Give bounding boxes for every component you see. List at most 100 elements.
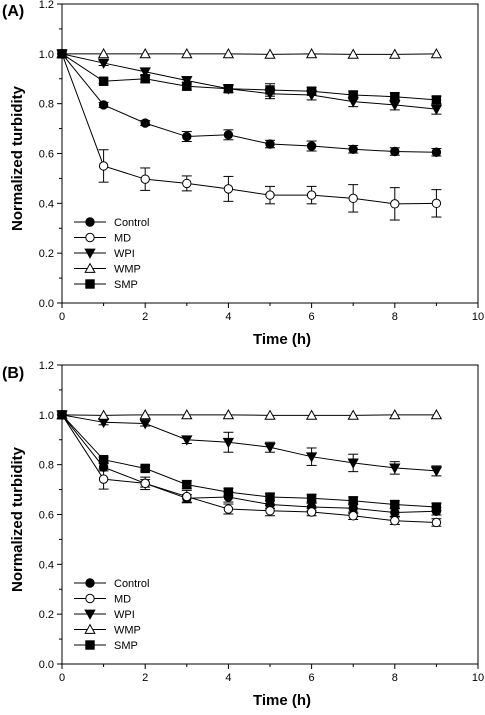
- series-line-control-2: [61, 414, 437, 514]
- data-point-smp-2-6: [306, 493, 317, 504]
- data-point-wpi-2-9: [430, 466, 443, 477]
- series-md-2: [57, 410, 442, 528]
- data-point-wmp-1-7: [347, 48, 359, 59]
- data-point-control-1-9: [431, 147, 442, 157]
- data-point-md-2-4: [223, 504, 234, 514]
- data-point-md-1-3: [182, 178, 192, 189]
- x-tick-label-1-3: 6: [309, 311, 315, 323]
- legend-marker-md-1: [85, 232, 95, 243]
- data-point-md-2-7: [348, 511, 358, 521]
- y-tick-label-1-0: 0.0: [39, 298, 54, 310]
- data-point-wmp-2-7: [347, 409, 359, 420]
- data-point-smp-2-2: [140, 463, 150, 474]
- data-point-wpi-2-8: [389, 463, 401, 474]
- data-point-smp-2-5: [265, 492, 275, 502]
- data-point-control-1-3: [182, 131, 192, 142]
- data-point-wmp-2-8: [389, 408, 401, 420]
- legend-marker-wpi-1: [84, 248, 96, 259]
- data-point-md-2-9: [431, 517, 442, 528]
- data-point-smp-2-0: [57, 410, 67, 420]
- data-point-md-2-5: [265, 506, 275, 516]
- legend-marker-wmp-1: [84, 262, 96, 273]
- x-tick-label-2-5: 10: [472, 672, 484, 684]
- x-tick-label-2-2: 4: [225, 672, 231, 684]
- x-tick-label-1-2: 4: [225, 311, 231, 323]
- data-point-md-1-6: [306, 190, 317, 200]
- y-tick-label-1-5: 1.0: [39, 49, 54, 61]
- legend-marker-control-1: [85, 217, 95, 227]
- data-point-smp-1-2: [140, 74, 150, 84]
- data-point-md-1-7: [348, 193, 358, 204]
- legend-label-wmp-2: WMP: [114, 625, 141, 637]
- legend-marker-wpi-2: [84, 609, 96, 620]
- y-tick-label-2-2: 0.4: [39, 559, 54, 571]
- data-point-wmp-1-5: [264, 48, 276, 59]
- y-tick-label-2-4: 0.8: [39, 460, 54, 472]
- legend-label-control-2: Control: [114, 578, 149, 590]
- data-point-smp-1-5: [265, 85, 275, 95]
- data-point-wmp-1-9: [430, 47, 443, 59]
- data-point-smp-1-1: [98, 76, 109, 86]
- y-tick-label-1-3: 0.6: [39, 149, 54, 161]
- data-point-smp-1-9: [431, 95, 442, 105]
- legend-marker-smp-2: [85, 640, 95, 650]
- data-point-wmp-2-6: [305, 409, 318, 420]
- data-point-control-1-8: [390, 146, 400, 157]
- x-tick-label-2-3: 6: [309, 672, 315, 684]
- series-line-control-1: [61, 53, 437, 153]
- data-point-md-2-6: [306, 507, 317, 517]
- data-point-md-1-9: [431, 198, 442, 209]
- data-point-md-1-5: [265, 190, 275, 200]
- x-axis-title-1: Time (h): [253, 331, 311, 348]
- panel-2: (B) 0.0 0.2 0.4 0.6 0.8 1.0 1.2 0 2 4 6 8 10 Time (h) N…: [2, 360, 484, 709]
- y-tick-label-1-2: 0.4: [39, 198, 54, 210]
- legend-label-md-1: MD: [114, 233, 131, 245]
- y-tick-label-2-3: 0.6: [39, 510, 54, 522]
- data-point-smp-1-4: [223, 84, 234, 94]
- series-line-smp-2: [61, 414, 437, 508]
- y-tick-label-2-0: 0.0: [39, 659, 54, 671]
- data-point-md-2-1: [98, 474, 109, 484]
- legend-label-smp-2: SMP: [114, 640, 138, 652]
- data-point-control-1-2: [140, 118, 150, 128]
- data-point-smp-1-0: [57, 49, 67, 59]
- y-tick-label-2-1: 0.2: [39, 609, 54, 621]
- data-point-control-2-8: [390, 507, 400, 518]
- panel-label-2: (B): [2, 365, 24, 382]
- series-wmp-2: [56, 408, 443, 420]
- data-point-wmp-1-2: [139, 47, 151, 59]
- data-point-wmp-2-1: [97, 409, 110, 420]
- data-point-wmp-1-3: [181, 47, 193, 59]
- legend-marker-md-2: [85, 593, 95, 604]
- data-point-wmp-2-5: [264, 409, 276, 420]
- x-tick-label-1-4: 8: [392, 311, 398, 323]
- x-tick-label-2-0: 0: [59, 672, 65, 684]
- data-point-smp-2-4: [223, 487, 234, 497]
- data-point-md-2-3: [182, 491, 192, 502]
- series-wpi-1: [56, 49, 443, 116]
- data-point-wpi-1-9: [430, 104, 443, 116]
- data-point-wmp-2-3: [181, 408, 193, 420]
- data-point-control-1-1: [98, 100, 109, 110]
- data-point-wmp-2-9: [430, 408, 443, 420]
- data-point-wmp-1-1: [97, 47, 110, 59]
- data-point-control-1-4: [223, 130, 234, 140]
- data-point-wmp-2-4: [222, 408, 235, 420]
- data-point-md-2-8: [390, 516, 400, 526]
- data-point-wpi-1-1: [97, 58, 110, 69]
- series-line-md-1: [61, 53, 437, 205]
- data-point-wpi-2-3: [181, 435, 193, 446]
- data-point-wmp-1-4: [222, 47, 235, 59]
- data-point-wpi-2-2: [139, 419, 151, 430]
- legend-marker-wmp-2: [84, 623, 96, 634]
- x-tick-label-1-0: 0: [59, 311, 65, 323]
- panel-label-1: (A): [2, 3, 24, 20]
- data-point-wmp-2-2: [139, 408, 151, 420]
- legend-marker-control-2: [85, 578, 95, 588]
- data-point-smp-2-8: [390, 499, 400, 510]
- series-md-1: [57, 49, 442, 221]
- data-point-md-1-2: [140, 174, 150, 184]
- data-point-smp-2-3: [182, 479, 192, 490]
- series-line-wpi-1: [61, 53, 437, 110]
